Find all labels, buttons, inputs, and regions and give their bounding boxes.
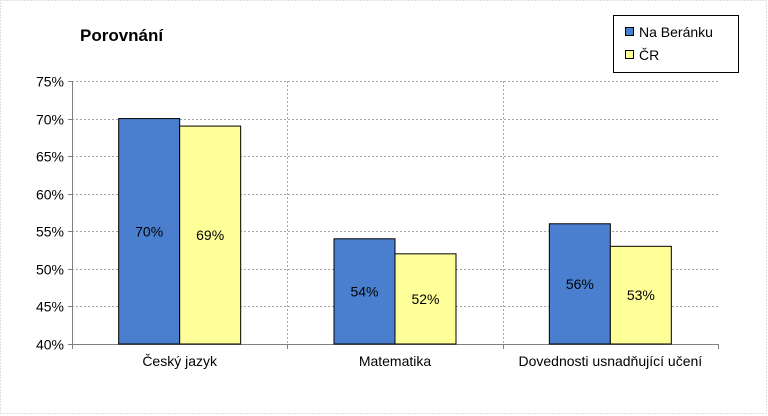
y-tick-label: 65% <box>36 149 64 165</box>
y-tick-label: 75% <box>36 74 64 90</box>
data-label: 56% <box>566 276 594 292</box>
x-tick-label: Český jazyk <box>142 353 218 369</box>
bar <box>118 118 181 345</box>
legend-swatch <box>625 27 634 36</box>
bar <box>548 223 611 345</box>
data-label: 52% <box>411 291 439 307</box>
data-label: 69% <box>196 227 224 243</box>
y-tick-label: 40% <box>36 337 64 353</box>
y-tick-label: 55% <box>36 224 64 240</box>
x-tick-label: Dovednosti usnadňující učení <box>518 353 702 369</box>
legend-swatch <box>625 50 634 59</box>
data-label: 54% <box>350 283 378 299</box>
legend: Na Beránku ČR <box>613 15 739 73</box>
y-tick-label: 50% <box>36 262 64 278</box>
y-tick-label: 60% <box>36 187 64 203</box>
bar <box>333 238 396 345</box>
y-tick-label: 45% <box>36 299 64 315</box>
data-label: 53% <box>627 287 655 303</box>
data-label: 70% <box>135 223 163 239</box>
bar <box>394 253 457 345</box>
legend-label: Na Beránku <box>639 24 713 40</box>
bar <box>179 125 242 345</box>
x-tick-label: Matematika <box>359 353 432 369</box>
legend-box <box>613 15 739 73</box>
bar <box>609 245 672 345</box>
plot-area: 40% 45% 50% 55% 60% 65% 70% 75% 70% 69% Český jazy… <box>36 74 719 369</box>
y-tick-label: 70% <box>36 112 64 128</box>
legend-label: ČR <box>639 47 659 63</box>
chart-title: Porovnání <box>80 26 164 45</box>
